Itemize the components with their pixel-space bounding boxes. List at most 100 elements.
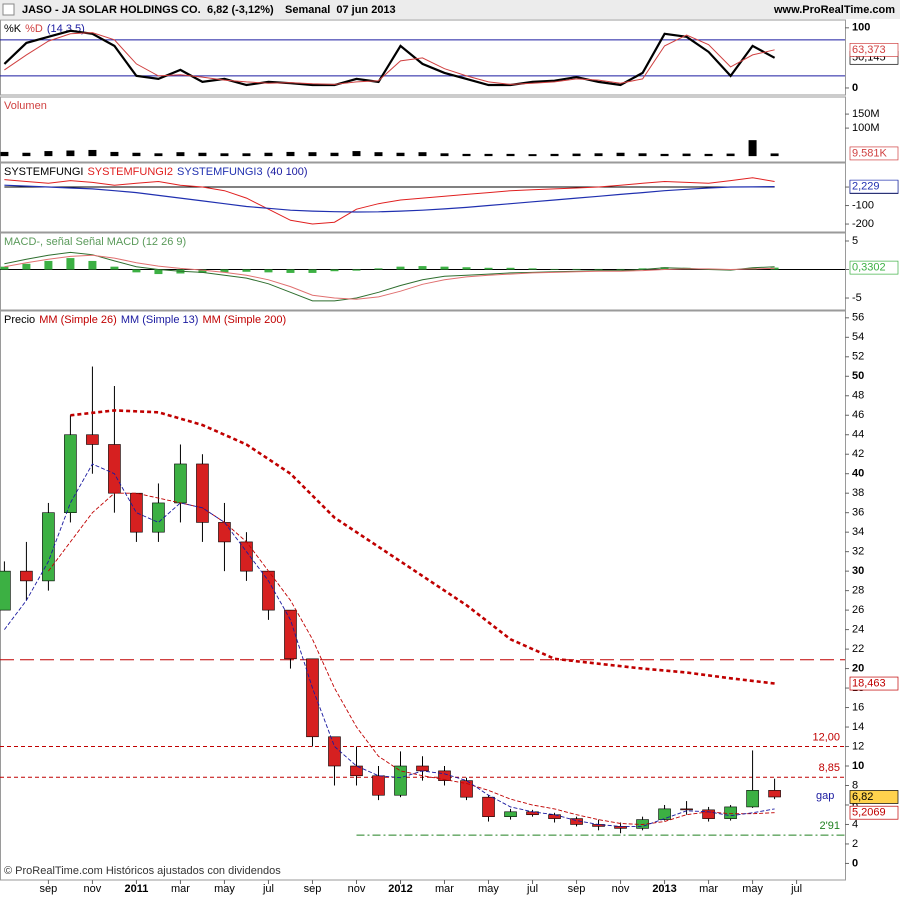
x-tick-label: 2011 [124,883,148,895]
legend-title: Precio [4,314,35,326]
legend-entry: MM (Simple 200) [202,314,286,326]
last-value-box [849,805,899,820]
last-value-label: 2,229 [852,181,880,193]
y-tick-label: 5 [852,235,858,247]
histogram-bar [616,268,625,270]
x-tick-label: mar [435,883,454,895]
candle-body [680,808,693,811]
volume-bar [726,153,735,157]
legend-entry: SYSTEMFUNGI3 [177,166,263,178]
candle-body [702,809,715,819]
footer: © ProRealTime.com Históricos ajustados c… [4,865,281,877]
y-tick-label: 56 [852,312,864,324]
annotation: gap [816,790,834,802]
y-tick-label: 20 [852,662,864,674]
x-tick-label: sep [40,883,58,895]
y-tick-label: 0 [852,857,858,869]
y-tick-label: 150M [852,108,880,120]
x-tick-label: nov [84,883,102,895]
x-tick-label: jul [262,883,274,895]
legend-entry: SYSTEMFUNGI [4,166,83,178]
candle-body [416,765,429,772]
last-value-box [849,260,899,275]
y-tick-label: 26 [852,604,864,616]
volume-bar [506,153,515,157]
candle-body [658,808,671,820]
level-label: 8,85 [819,762,840,774]
histogram-bar [308,269,317,273]
legend: SYSTEMFUNGI SYSTEMFUNGI2 SYSTEMFUNGI3 (40 1… [4,166,308,178]
candle-body [328,736,341,767]
y-tick-label: 46 [852,409,864,421]
histogram-bar [484,267,493,270]
y-tick-label: 6 [852,799,858,811]
histogram-bar [154,269,163,275]
volume-bar [594,153,603,157]
candle-body [724,806,737,819]
candle-body [284,609,297,660]
legend-entry: %D [25,23,43,35]
x-tick-label: may [214,883,235,895]
x-tick-label: 2012 [388,883,412,895]
x-tick-label: jul [790,883,802,895]
candle-body [152,502,165,533]
volume-bar [66,150,75,157]
candle-body [768,790,781,798]
last-value-label: 63,373 [852,44,886,56]
last-value-label: 5,2069 [852,807,886,819]
y-tick-label: 100M [852,122,880,134]
histogram-bar [0,266,9,270]
volume-bar [264,152,273,157]
histogram-bar [198,269,207,273]
x-tick-label: mar [171,883,190,895]
volume-bar [396,152,405,157]
volume-bar [704,153,713,157]
histogram-bar [462,267,471,270]
histogram-bar [88,260,97,270]
histogram-bar [638,268,647,270]
last-value-box [849,790,899,804]
volume-bar [748,140,757,157]
volume-bar [484,153,493,157]
y-tick-label: 0 [852,82,858,94]
y-tick-label: 10 [852,760,864,772]
histogram-bar [132,269,141,273]
candle-body [306,658,319,738]
candle-body [130,492,143,533]
last-value-box [849,42,899,57]
histogram-bar [440,266,449,270]
histogram-bar [418,266,427,270]
volume-bar [330,152,339,157]
series-line [4,251,775,302]
series-line [4,177,775,225]
candle-body [482,796,495,817]
x-tick-label: nov [612,883,630,895]
y-tick-label: 22 [852,643,864,655]
last-value-label: 6,82 [852,791,873,803]
last-value-label: 0,3302 [852,262,886,274]
candle-body [394,765,407,796]
y-tick-label: 14 [852,721,864,733]
y-tick-label: 44 [852,429,864,441]
last-value-label: 18,463 [852,677,886,689]
legend-title: MACD-, señal Señal MACD (12 26 9) [4,236,186,248]
volume-bar [22,152,31,157]
y-tick-label: 50 [852,370,864,382]
volume-bar [572,153,581,157]
volume-bar [638,153,647,157]
volume-bar [198,152,207,157]
volume-bar [352,151,361,157]
candle-body [218,522,231,543]
x-tick-label: sep [568,883,586,895]
volume-bar [418,152,427,157]
y-tick-label: 16 [852,701,864,713]
panel-frame [0,19,846,96]
x-tick-label: may [742,883,763,895]
panel-frame [0,232,846,311]
y-tick-label: 42 [852,448,864,460]
histogram-bar [242,269,251,272]
volume-bar [220,153,229,157]
header-period: Semanal 07 jun 2013 [285,4,396,16]
header-site: www.ProRealTime.com [773,4,895,16]
